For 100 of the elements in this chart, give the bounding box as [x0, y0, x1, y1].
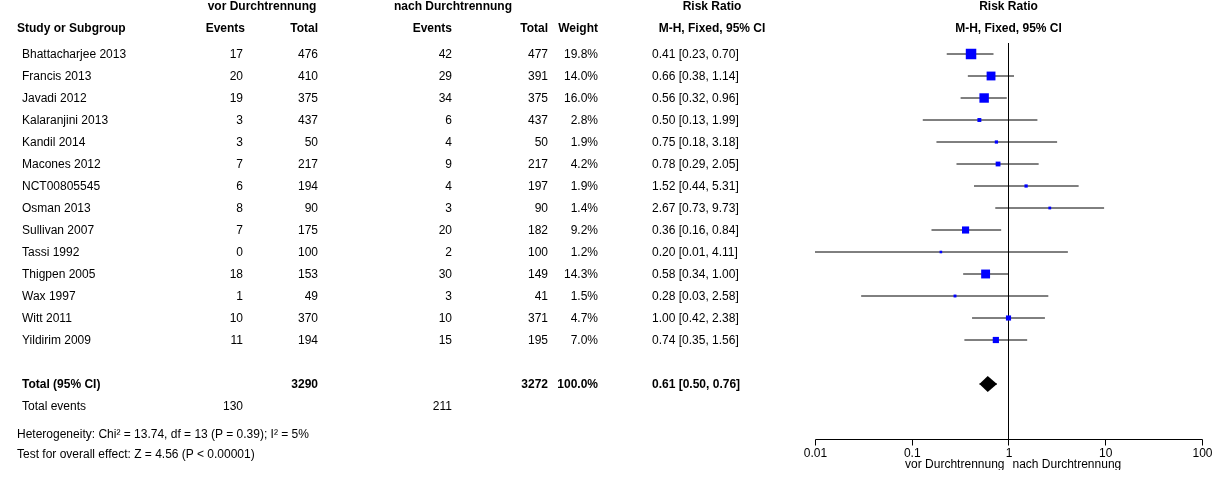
category-label: Sullivan 2007 — [22, 223, 95, 237]
data-label: 3290 — [291, 377, 319, 391]
data-label: 195 — [527, 333, 549, 347]
data-label: 476 — [297, 47, 319, 61]
data-label: 30 — [438, 267, 453, 281]
data-label: 4.7% — [570, 311, 599, 325]
data-label: 3 — [236, 135, 244, 149]
data-label: 42 — [438, 47, 453, 61]
data-label: 100 — [527, 245, 549, 259]
category-label: Total events — [22, 399, 87, 413]
data-label: 194 — [297, 179, 319, 193]
chart-subtitle: M-H, Fixed, 95% CI — [955, 21, 1062, 35]
text: Risk Ratio — [682, 0, 742, 13]
data-label: 437 — [297, 113, 319, 127]
data-label: 0 — [236, 245, 244, 259]
data-label: 16.0% — [563, 91, 599, 105]
data-label: 211 — [432, 399, 453, 413]
text: Total — [290, 21, 318, 35]
data-label: 375 — [297, 91, 319, 105]
data-label: 371 — [527, 311, 549, 325]
data-label: 50 — [304, 135, 319, 149]
data-label: 1.52 [0.44, 5.31] — [652, 179, 739, 193]
category-label: NCT00805545 — [22, 179, 101, 193]
data-label: 2.67 [0.73, 9.73] — [652, 201, 739, 215]
text: M-H, Fixed, 95% CI — [658, 21, 766, 35]
data-label: 0.28 [0.03, 2.58] — [652, 289, 739, 303]
data-label: 1 — [236, 289, 244, 303]
category-label: Witt 2011 — [22, 311, 73, 325]
data-label: 194 — [297, 333, 319, 347]
chart-title: Risk Ratio — [979, 0, 1038, 13]
data-label: 130 — [222, 399, 244, 413]
data-label: 50 — [534, 135, 549, 149]
data-label: 1.5% — [570, 289, 599, 303]
data-label: 20 — [438, 223, 453, 237]
category-label: Kandil 2014 — [22, 135, 86, 149]
data-label: 0.78 [0.29, 2.05] — [652, 157, 739, 171]
data-label: 18 — [229, 267, 244, 281]
x-tick-label: 0.01 — [803, 445, 828, 460]
text: Test for overall effect: Z = 4.56 (P < 0.00001) — [17, 447, 255, 461]
data-label: 0.56 [0.32, 0.96] — [652, 91, 739, 105]
data-label: 10 — [438, 311, 453, 325]
category-label: Osman 2013 — [22, 201, 92, 215]
data-label: 7 — [236, 223, 244, 237]
data-label: 0.61 [0.50, 0.76] — [652, 377, 741, 391]
data-label: 4 — [445, 135, 453, 149]
data-label: 370 — [297, 311, 319, 325]
data-label: 100 — [297, 245, 319, 259]
data-label: 0.58 [0.34, 1.00] — [652, 267, 739, 281]
data-label: 3 — [445, 201, 453, 215]
data-label: 7 — [236, 157, 244, 171]
data-label: 0.36 [0.16, 0.84] — [652, 223, 739, 237]
data-label: 49 — [304, 289, 319, 303]
data-label: 1.2% — [570, 245, 599, 259]
data-label: 153 — [297, 267, 319, 281]
category-label: Thigpen 2005 — [22, 267, 96, 281]
category-label: Yildirim 2009 — [22, 333, 92, 347]
data-label: 0.41 [0.23, 0.70] — [652, 47, 739, 61]
data-label: 3272 — [521, 377, 549, 391]
data-label: 19 — [229, 91, 244, 105]
text: Total — [520, 21, 548, 35]
text: nach Durchtrennung — [1012, 457, 1122, 471]
data-label: 14.0% — [563, 69, 599, 83]
data-label: 149 — [527, 267, 549, 281]
data-label: 3 — [236, 113, 244, 127]
data-label: 1.9% — [570, 179, 599, 193]
category-label: Tassi 1992 — [22, 245, 80, 259]
text: Weight — [558, 21, 598, 35]
data-label: 20 — [229, 69, 244, 83]
text: nach Durchtrennung — [393, 0, 513, 13]
data-label: 90 — [534, 201, 549, 215]
data-label: 17 — [229, 47, 244, 61]
data-label: 7.0% — [570, 333, 599, 347]
data-label: 217 — [297, 157, 319, 171]
data-label: 0.74 [0.35, 1.56] — [652, 333, 739, 347]
data-label: 6 — [445, 113, 453, 127]
text: Heterogeneity: Chi² = 13.74, df = 13 (P = 0.39); I² = 5% — [17, 427, 310, 441]
data-label: 15 — [438, 333, 453, 347]
x-tick-label: 10 — [1099, 445, 1113, 460]
data-label: 410 — [297, 69, 319, 83]
data-label: 11 — [230, 333, 244, 347]
category-label: Kalaranjini 2013 — [22, 113, 109, 127]
text: Events — [205, 21, 246, 35]
data-label: 29 — [438, 69, 453, 83]
data-label: 175 — [297, 223, 319, 237]
data-label: 391 — [527, 69, 549, 83]
data-label: 182 — [527, 223, 549, 237]
data-label: 9.2% — [570, 223, 599, 237]
data-label: 4 — [445, 179, 453, 193]
text: Events — [412, 21, 453, 35]
x-tick-label: 0.1 — [903, 445, 921, 460]
category-label: Wax 1997 — [22, 289, 76, 303]
category-label: Javadi 2012 — [22, 91, 88, 105]
x-tick-label: 1 — [1005, 445, 1013, 460]
text: vor Durchtrennung — [905, 457, 1005, 471]
category-label: Macones 2012 — [22, 157, 102, 171]
data-label: 4.2% — [570, 157, 599, 171]
text: vor Durchtrennung — [207, 0, 317, 13]
data-label: 10 — [229, 311, 244, 325]
data-label: 0.50 [0.13, 1.99] — [652, 113, 739, 127]
data-label: 14.3% — [563, 267, 599, 281]
